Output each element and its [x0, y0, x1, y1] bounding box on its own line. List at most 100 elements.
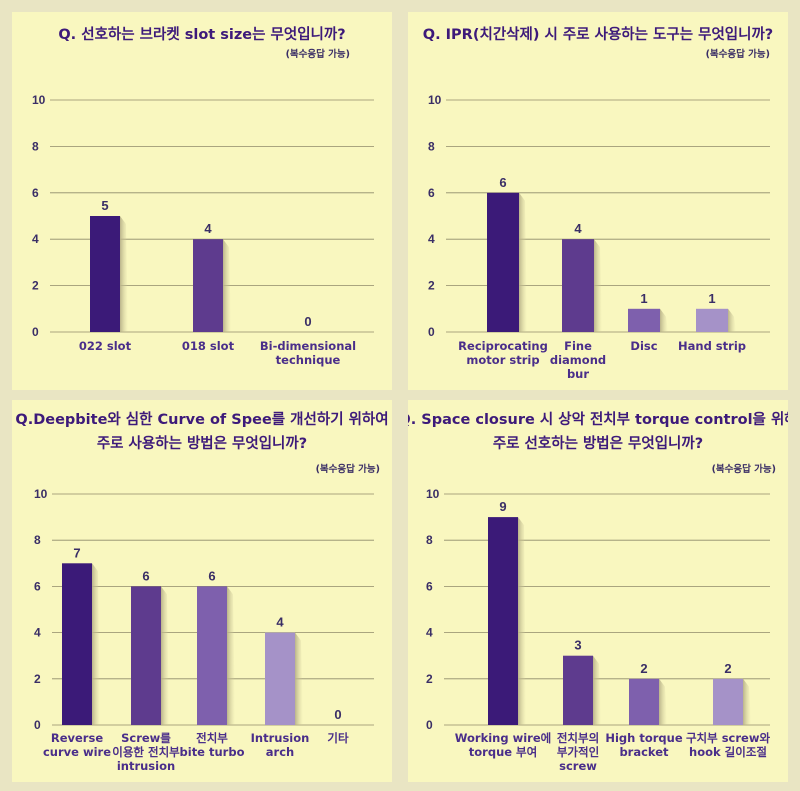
y-tick-label: 2	[426, 672, 433, 686]
bar	[713, 678, 743, 725]
y-tick-label: 8	[426, 533, 433, 547]
category-label: Reverse	[51, 731, 103, 745]
bar	[488, 517, 518, 725]
y-tick-label: 4	[428, 232, 435, 246]
chart-title-line: Q. IPR(치간삭제) 시 주로 사용하는 도구는 무엇입니까?	[423, 25, 773, 43]
bar	[562, 239, 594, 332]
bar-shadow	[223, 239, 231, 332]
bar-shadow	[728, 308, 736, 332]
bar-shadow	[295, 632, 303, 725]
y-tick-label: 10	[428, 93, 442, 107]
category-label: High torque	[605, 731, 682, 745]
category-label: 022 slot	[79, 339, 132, 353]
category-label: 기타	[327, 731, 349, 745]
bar-value-label: 6	[499, 175, 506, 190]
y-tick-label: 6	[32, 186, 39, 200]
bar	[193, 239, 223, 332]
category-label: 018 slot	[182, 339, 235, 353]
category-label: 부가적인	[557, 745, 599, 759]
category-label: intrusion	[117, 759, 175, 773]
bar-shadow	[593, 655, 601, 725]
bar	[265, 632, 295, 725]
category-label: 구치부 screw와	[686, 731, 771, 745]
y-tick-label: 0	[426, 718, 433, 732]
bar	[131, 586, 161, 725]
bar-shadow	[519, 192, 527, 332]
y-tick-label: 0	[32, 325, 39, 339]
category-label: 이용한 전치부	[112, 745, 180, 759]
bar-value-label: 1	[708, 291, 715, 306]
chart-panel-bracket-slot: Q. 선호하는 브라켓 slot size는 무엇입니까? (복수응답 가능) 0 2…	[12, 12, 392, 390]
bar-chart-torque-control: Q. Space closure 시 상악 전치부 torque control…	[408, 410, 788, 773]
bar	[628, 308, 660, 332]
bar-value-label: 2	[724, 661, 731, 676]
bar-shadow	[120, 216, 128, 332]
bar-shadow	[594, 239, 602, 332]
bar-value-label: 4	[204, 221, 212, 236]
category-label: curve wire	[43, 745, 111, 759]
bar-chart-bracket-slot: Q. 선호하는 브라켓 slot size는 무엇입니까? (복수응답 가능) 02…	[32, 25, 374, 367]
chart-title-line: Q. Space closure 시 상악 전치부 torque control…	[408, 410, 788, 428]
bar-shadow	[92, 563, 100, 725]
bar	[90, 216, 120, 332]
bar-shadow	[743, 678, 751, 725]
y-tick-label: 2	[428, 279, 435, 293]
category-label: bur	[567, 367, 589, 381]
bar-value-label: 6	[142, 568, 149, 583]
category-label: torque 부여	[469, 745, 537, 759]
y-tick-label: 10	[32, 93, 46, 107]
category-label: bite turbo	[180, 745, 245, 759]
chart-title-line: Q. 선호하는 브라켓 slot size는 무엇입니까?	[58, 25, 345, 43]
bar-shadow	[227, 586, 235, 725]
bar-value-label: 4	[276, 615, 284, 630]
y-tick-label: 4	[34, 626, 41, 640]
multiple-answer-note: (복수응답 가능)	[316, 463, 380, 475]
category-label: Bi-dimensional	[260, 339, 356, 353]
multiple-answer-note: (복수응답 가능)	[712, 463, 776, 475]
y-tick-label: 8	[428, 139, 435, 153]
category-label: Hand strip	[678, 339, 746, 353]
category-label: screw	[559, 759, 597, 773]
y-tick-label: 6	[426, 579, 433, 593]
bar	[563, 655, 593, 725]
chart-title-line: 주로 선호하는 방법은 무엇입니까?	[493, 434, 703, 452]
category-label: Reciprocating	[458, 339, 548, 353]
bar-value-label: 4	[574, 221, 582, 236]
y-tick-label: 8	[32, 139, 39, 153]
category-label: Intrusion	[251, 731, 310, 745]
y-tick-label: 8	[34, 533, 41, 547]
category-label: technique	[276, 353, 341, 367]
bar-shadow	[518, 517, 526, 725]
multiple-answer-note: (복수응답 가능)	[706, 48, 770, 60]
category-label: bracket	[619, 745, 669, 759]
category-label: Fine	[564, 339, 592, 353]
category-label: 전치부	[196, 731, 228, 745]
bar-value-label: 0	[334, 707, 341, 722]
y-tick-label: 4	[426, 626, 433, 640]
bar	[197, 586, 227, 725]
bar-value-label: 0	[304, 314, 311, 329]
bar-value-label: 7	[73, 545, 80, 560]
bar-value-label: 1	[640, 291, 647, 306]
y-tick-label: 6	[428, 186, 435, 200]
bar-value-label: 3	[574, 638, 581, 653]
category-label: motor strip	[466, 353, 539, 367]
category-label: 전치부의	[557, 731, 599, 745]
chart-title-line: 주로 사용하는 방법은 무엇입니까?	[97, 434, 307, 452]
bar	[487, 192, 519, 332]
category-label: Disc	[630, 339, 657, 353]
bar-shadow	[161, 586, 169, 725]
y-tick-label: 10	[426, 487, 440, 501]
bar-value-label: 9	[499, 499, 506, 514]
bar	[629, 678, 659, 725]
bar-chart-deepbite: Q.Deepbite와 심한 Curve of Spee를 개선하기 위하여주로…	[15, 410, 388, 773]
category-label: Working wire에	[455, 731, 551, 745]
bar-shadow	[660, 308, 668, 332]
bar-value-label: 2	[640, 661, 647, 676]
category-label: hook 길이조절	[689, 745, 767, 759]
y-tick-label: 4	[32, 232, 39, 246]
multiple-answer-note: (복수응답 가능)	[286, 48, 350, 60]
category-label: diamond	[550, 353, 606, 367]
chart-title-line: Q.Deepbite와 심한 Curve of Spee를 개선하기 위하여	[15, 410, 388, 428]
